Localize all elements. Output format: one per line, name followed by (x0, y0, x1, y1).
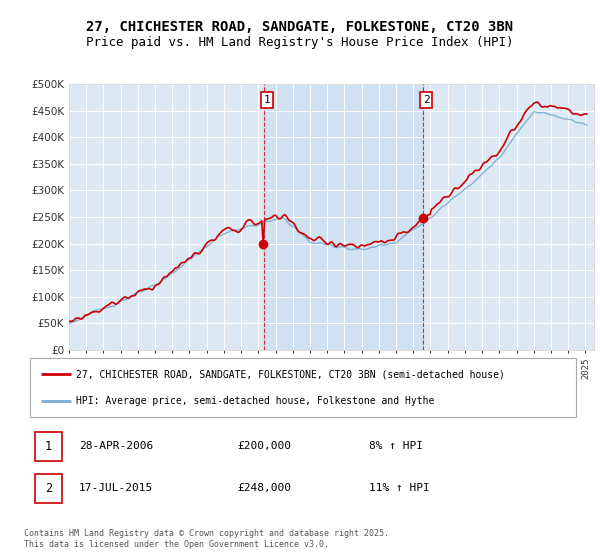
Text: £200,000: £200,000 (238, 441, 292, 451)
Text: 11% ↑ HPI: 11% ↑ HPI (368, 483, 429, 493)
Text: £248,000: £248,000 (238, 483, 292, 493)
Bar (264, 84, 422, 350)
FancyBboxPatch shape (30, 358, 576, 417)
Text: 27, CHICHESTER ROAD, SANDGATE, FOLKESTONE, CT20 3BN: 27, CHICHESTER ROAD, SANDGATE, FOLKESTON… (86, 20, 514, 34)
Text: 28-APR-2006: 28-APR-2006 (79, 441, 154, 451)
Text: Price paid vs. HM Land Registry's House Price Index (HPI): Price paid vs. HM Land Registry's House … (86, 36, 514, 49)
Text: 8% ↑ HPI: 8% ↑ HPI (368, 441, 422, 451)
Text: 1: 1 (264, 95, 271, 105)
Text: 17-JUL-2015: 17-JUL-2015 (79, 483, 154, 493)
Text: 1: 1 (45, 440, 52, 453)
Text: HPI: Average price, semi-detached house, Folkestone and Hythe: HPI: Average price, semi-detached house,… (76, 396, 435, 407)
Text: 2: 2 (422, 95, 430, 105)
Text: 27, CHICHESTER ROAD, SANDGATE, FOLKESTONE, CT20 3BN (semi-detached house): 27, CHICHESTER ROAD, SANDGATE, FOLKESTON… (76, 369, 505, 379)
FancyBboxPatch shape (35, 432, 62, 461)
FancyBboxPatch shape (35, 474, 62, 503)
Text: 2: 2 (45, 482, 52, 495)
Text: Contains HM Land Registry data © Crown copyright and database right 2025.
This d: Contains HM Land Registry data © Crown c… (24, 529, 389, 549)
